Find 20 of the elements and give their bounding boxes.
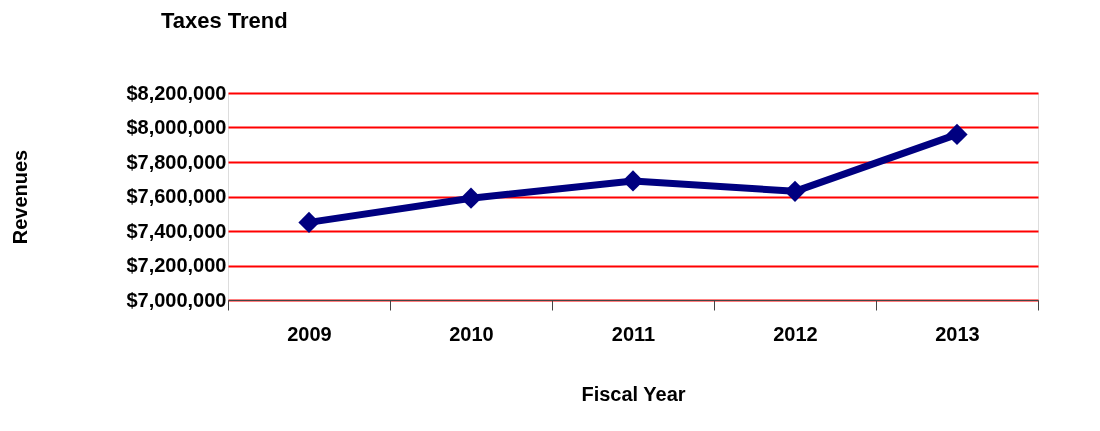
x-tick-label: 2010: [449, 322, 494, 345]
x-tick-label: 2011: [611, 322, 656, 345]
y-tick-label: $8,200,000: [126, 81, 227, 104]
y-tick-label: $7,800,000: [126, 150, 227, 173]
point: [784, 180, 806, 202]
x-axis-title: Fiscal Year: [581, 382, 686, 405]
y-axis-title: Revenues: [9, 149, 32, 245]
y-tick-label: $7,200,000: [126, 254, 227, 276]
y-tick-label: $8,000,000: [126, 116, 227, 138]
point: [298, 211, 320, 233]
point: [622, 170, 644, 192]
x-tick-label: 2013: [935, 322, 980, 345]
chart-title: Taxes Trend: [160, 8, 288, 33]
y-tick-label: $7,400,000: [126, 219, 227, 242]
point: [946, 123, 968, 146]
x-tick-label: 2012: [773, 322, 818, 345]
y-tick-label: $7,000,000: [126, 288, 227, 311]
x-tick-label: 2009: [287, 322, 332, 345]
y-tick-label: $7,600,000: [126, 185, 227, 207]
point: [460, 187, 482, 209]
